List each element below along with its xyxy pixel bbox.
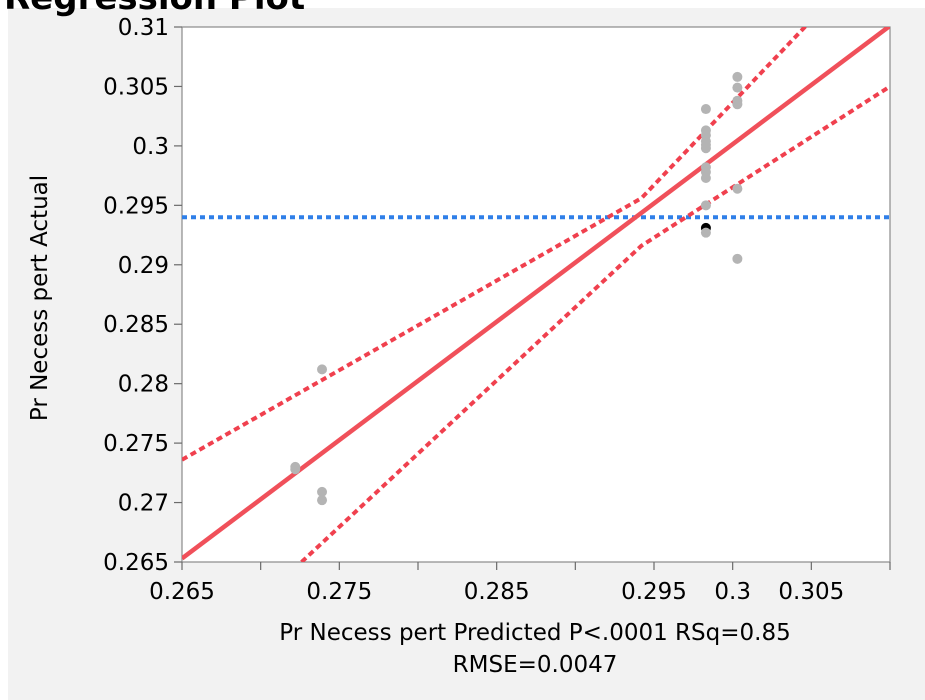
- data-point-3: [317, 486, 328, 497]
- y-tick-label-8: 0.305: [103, 74, 169, 100]
- x-tick-label-7: 0.3: [714, 579, 751, 605]
- y-tick-label-4: 0.285: [103, 312, 169, 338]
- data-point-1: [290, 464, 301, 475]
- data-point-2: [317, 364, 328, 375]
- data-point-20: [732, 99, 743, 110]
- y-tick-label-2: 0.275: [103, 431, 169, 457]
- y-tick-label-9: 0.31: [118, 15, 169, 41]
- data-points: [290, 71, 743, 506]
- data-point-17: [732, 71, 743, 82]
- y-axis-label: Pr Necess pert Actual: [27, 175, 53, 421]
- y-tick-label-5: 0.29: [118, 253, 169, 279]
- x-tick-label-2: 0.275: [306, 579, 372, 605]
- y-tick-label-3: 0.28: [118, 372, 169, 398]
- data-point-10: [700, 143, 711, 154]
- data-point-14: [700, 200, 711, 211]
- confidence-lower-curve: [300, 84, 890, 562]
- y-tick-label-6: 0.295: [103, 193, 169, 219]
- data-point-16: [700, 227, 711, 238]
- data-point-21: [732, 183, 743, 194]
- x-tick-label-0: 0.265: [149, 579, 215, 605]
- data-point-13: [700, 172, 711, 183]
- y-axis: 0.265 0.27 0.275 0.28 0.285 0.29 0.295 0.3 0.305…: [103, 15, 182, 576]
- y-tick-label-0: 0.265: [103, 550, 169, 576]
- x-axis: 0.265 0.275 0.285 0.295 0.3 0.305: [149, 562, 891, 605]
- data-point-4: [317, 495, 328, 506]
- data-point-18: [732, 82, 743, 93]
- data-point-5: [700, 104, 711, 115]
- x-axis-label-rmse: RMSE=0.0047: [453, 652, 618, 678]
- x-axis-label: Pr Necess pert Predicted P<.0001 RSq=0.8…: [279, 620, 790, 646]
- y-tick-label-7: 0.3: [132, 134, 169, 160]
- y-tick-label-1: 0.27: [118, 491, 169, 517]
- x-tick-label-4: 0.285: [464, 579, 530, 605]
- chart-title: Regression Plot: [4, 0, 305, 18]
- x-tick-label-6: 0.295: [621, 579, 687, 605]
- data-point-22: [732, 253, 743, 264]
- x-tick-label-8: 0.305: [778, 579, 844, 605]
